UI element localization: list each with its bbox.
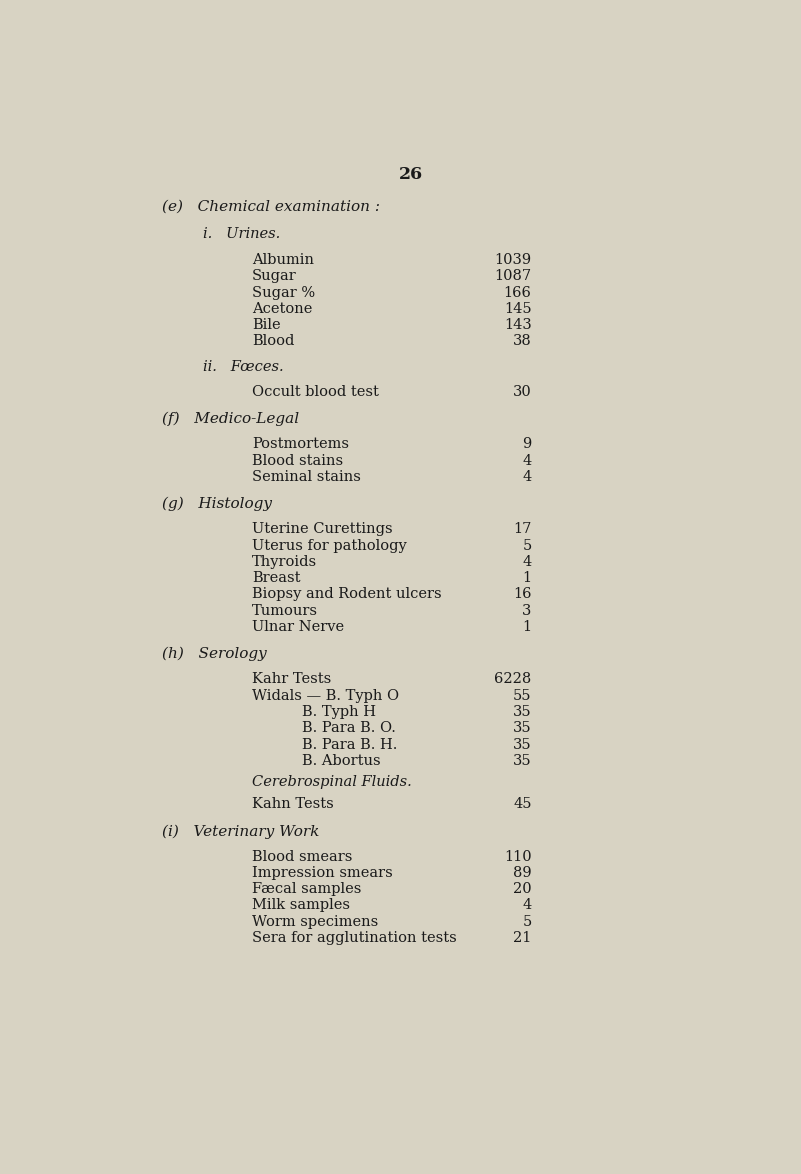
Text: Ulnar Nerve: Ulnar Nerve	[252, 620, 344, 634]
Text: 3: 3	[522, 603, 532, 618]
Text: 4: 4	[522, 898, 532, 912]
Text: Postmortems: Postmortems	[252, 438, 349, 451]
Text: Uterus for pathology: Uterus for pathology	[252, 539, 407, 553]
Text: 4: 4	[522, 555, 532, 569]
Text: 1039: 1039	[494, 252, 532, 266]
Text: 26: 26	[398, 167, 423, 183]
Text: Blood: Blood	[252, 335, 295, 349]
Text: Widals — B. Typh O: Widals — B. Typh O	[252, 689, 400, 703]
Text: 30: 30	[513, 385, 532, 399]
Text: Milk samples: Milk samples	[252, 898, 350, 912]
Text: 17: 17	[513, 522, 532, 537]
Text: i.   Urines.: i. Urines.	[203, 227, 280, 241]
Text: 4: 4	[522, 470, 532, 484]
Text: Fæcal samples: Fæcal samples	[252, 882, 361, 896]
Text: 110: 110	[504, 850, 532, 864]
Text: Blood smears: Blood smears	[252, 850, 352, 864]
Text: Sugar %: Sugar %	[252, 285, 316, 299]
Text: B. Abortus: B. Abortus	[302, 754, 380, 768]
Text: 38: 38	[513, 335, 532, 349]
Text: Worm specimens: Worm specimens	[252, 915, 378, 929]
Text: (f)   Medico-Legal: (f) Medico-Legal	[162, 412, 300, 426]
Text: (i)   Veterinary Work: (i) Veterinary Work	[162, 824, 320, 838]
Text: Albumin: Albumin	[252, 252, 314, 266]
Text: 55: 55	[513, 689, 532, 703]
Text: 35: 35	[513, 754, 532, 768]
Text: B. Para B. H.: B. Para B. H.	[302, 737, 397, 751]
Text: Kahn Tests: Kahn Tests	[252, 797, 334, 811]
Text: (e)   Chemical examination :: (e) Chemical examination :	[162, 200, 380, 214]
Text: 5: 5	[522, 539, 532, 553]
Text: (g)   Histology: (g) Histology	[162, 497, 272, 512]
Text: Blood stains: Blood stains	[252, 453, 344, 467]
Text: 35: 35	[513, 721, 532, 735]
Text: Occult blood test: Occult blood test	[252, 385, 379, 399]
Text: 20: 20	[513, 882, 532, 896]
Text: Bile: Bile	[252, 318, 281, 332]
Text: 89: 89	[513, 866, 532, 879]
Text: 143: 143	[504, 318, 532, 332]
Text: Sugar: Sugar	[252, 269, 297, 283]
Text: Tumours: Tumours	[252, 603, 318, 618]
Text: Impression smears: Impression smears	[252, 866, 393, 879]
Text: Sera for agglutination tests: Sera for agglutination tests	[252, 931, 457, 945]
Text: 16: 16	[513, 587, 532, 601]
Text: 21: 21	[513, 931, 532, 945]
Text: 35: 35	[513, 704, 532, 718]
Text: 166: 166	[504, 285, 532, 299]
Text: Uterine Curettings: Uterine Curettings	[252, 522, 392, 537]
Text: B. Typh H: B. Typh H	[302, 704, 376, 718]
Text: B. Para B. O.: B. Para B. O.	[302, 721, 396, 735]
Text: 4: 4	[522, 453, 532, 467]
Text: Thyroids: Thyroids	[252, 555, 317, 569]
Text: 145: 145	[504, 302, 532, 316]
Text: 35: 35	[513, 737, 532, 751]
Text: Cerebrospinal Fluids.: Cerebrospinal Fluids.	[252, 776, 412, 789]
Text: 6228: 6228	[494, 673, 532, 687]
Text: Seminal stains: Seminal stains	[252, 470, 361, 484]
Text: 9: 9	[522, 438, 532, 451]
Text: (h)   Serology: (h) Serology	[162, 647, 267, 661]
Text: 1087: 1087	[494, 269, 532, 283]
Text: 45: 45	[513, 797, 532, 811]
Text: Breast: Breast	[252, 572, 300, 585]
Text: Biopsy and Rodent ulcers: Biopsy and Rodent ulcers	[252, 587, 442, 601]
Text: Kahr Tests: Kahr Tests	[252, 673, 332, 687]
Text: ii.   Fœces.: ii. Fœces.	[203, 359, 284, 373]
Text: 1: 1	[522, 572, 532, 585]
Text: 1: 1	[522, 620, 532, 634]
Text: 5: 5	[522, 915, 532, 929]
Text: Acetone: Acetone	[252, 302, 312, 316]
